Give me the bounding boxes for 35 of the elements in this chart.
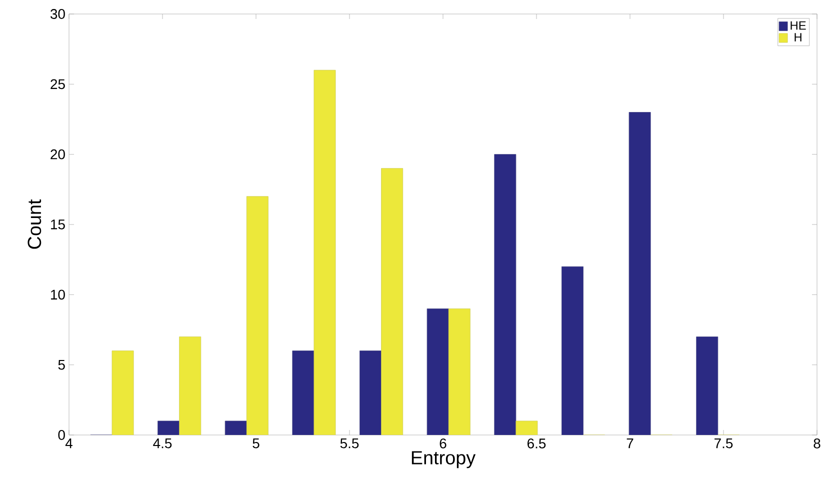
bar	[696, 336, 718, 435]
x-tick-label: 8	[814, 438, 820, 448]
y-axis-title: Count	[28, 199, 42, 249]
y-tick-label: 30	[50, 9, 65, 19]
y-tick-label: 10	[51, 290, 65, 300]
y-tick-label: 15	[51, 220, 65, 230]
y-tick-label: 20	[50, 149, 65, 160]
bar	[562, 266, 584, 435]
bar	[246, 196, 268, 435]
y-tick-label: 5	[58, 360, 65, 370]
legend-label: HE	[790, 21, 806, 30]
legend-label: H	[794, 33, 802, 42]
bar	[628, 112, 651, 435]
x-tick-label: 6	[440, 438, 446, 448]
bar	[426, 308, 449, 435]
y-tick-label: 25	[50, 79, 65, 90]
bar	[224, 420, 247, 435]
x-axis-title: Entropy	[412, 451, 476, 468]
bar	[448, 308, 470, 435]
bar	[158, 420, 180, 435]
bar	[314, 70, 336, 435]
x-tick-label: 6.5	[528, 438, 546, 448]
x-tick-label: 4	[65, 438, 72, 448]
bar	[494, 154, 516, 435]
bar	[112, 350, 134, 435]
bar	[179, 336, 202, 435]
bar	[292, 350, 314, 435]
x-tick-label: 7.5	[714, 438, 733, 448]
x-tick-label: 4.5	[153, 438, 172, 448]
x-tick-label: 5	[252, 438, 260, 448]
bar	[360, 350, 382, 435]
x-tick-label: 7	[626, 438, 634, 448]
bar	[381, 168, 404, 435]
y-tick-label: 0	[58, 430, 65, 440]
x-tick-label: 5.5	[340, 438, 359, 448]
